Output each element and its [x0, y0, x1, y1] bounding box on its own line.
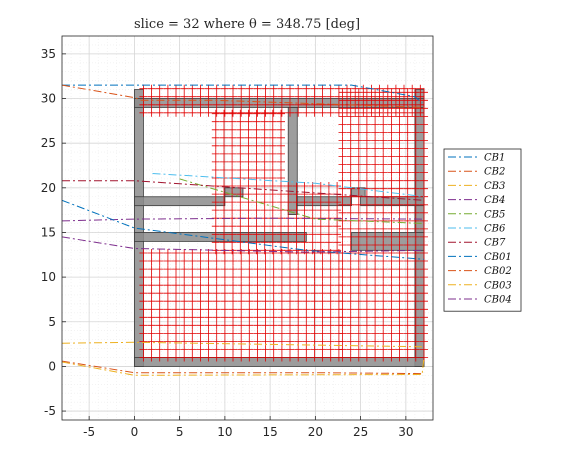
- legend-label: CB6: [484, 224, 506, 235]
- y-tick-label: 20: [41, 181, 56, 195]
- legend-label: CB2: [484, 167, 505, 178]
- wall-segment: [296, 196, 352, 207]
- x-tick-label: 20: [308, 425, 323, 439]
- series-line-cb6: [152, 173, 425, 198]
- x-tick-label: 5: [176, 425, 184, 439]
- legend-label: CB03: [484, 280, 512, 291]
- series-line-cb4: [62, 217, 425, 222]
- x-tick-label: 0: [131, 425, 139, 439]
- x-tick-label: 15: [262, 425, 277, 439]
- wall-segment: [133, 232, 307, 242]
- x-axis: -5 0 5 10 15 20 25 30: [83, 416, 413, 439]
- y-tick-label: 5: [48, 315, 56, 329]
- y-tick-label: 25: [41, 136, 56, 150]
- x-tick-label: -5: [83, 425, 95, 439]
- series-line-cb04: [62, 236, 425, 253]
- legend-label: CB1: [484, 153, 505, 164]
- x-tick-label: 25: [353, 425, 368, 439]
- wall-segment: [414, 89, 425, 367]
- y-tick-label: 15: [41, 225, 56, 239]
- y-tick-label: -5: [44, 404, 56, 418]
- wall-segment: [351, 232, 425, 251]
- series-line-cb5: [179, 178, 425, 224]
- wall-segment: [133, 196, 226, 207]
- x-tick-label: 10: [217, 425, 232, 439]
- y-tick-label: 30: [41, 92, 56, 106]
- series-line-cb1: [62, 84, 423, 104]
- series-layer: [62, 84, 425, 376]
- grid-mark-region: [139, 249, 343, 362]
- plot-frame: [61, 35, 434, 421]
- legend-label: CB3: [484, 181, 505, 192]
- series-line-cb01: [62, 199, 425, 260]
- grid-marks-layer: [139, 84, 428, 362]
- walls-layer: [133, 89, 425, 367]
- legend-label: CB7: [484, 238, 506, 249]
- legend-box: [443, 148, 522, 312]
- grid-mark-region: [139, 84, 425, 117]
- y-tick-label: 0: [48, 359, 56, 373]
- chart-title: slice = 32 where θ = 348.75 [deg]: [134, 17, 360, 32]
- y-axis: -5 0 5 10 15 20 25 30 35: [41, 47, 66, 418]
- y-tick-label: 35: [41, 47, 56, 61]
- legend-label: CB01: [484, 252, 512, 263]
- series-line-cb03: [62, 357, 425, 376]
- legend-label: CB04: [484, 295, 512, 306]
- grid-mark-region: [284, 182, 342, 255]
- legend-label: CB02: [484, 266, 512, 277]
- wall-segment: [287, 107, 298, 216]
- legend-label: CB4: [484, 195, 505, 206]
- series-line-cb2: [62, 84, 425, 108]
- wall-segment: [360, 196, 425, 207]
- legend: CB1 CB2 CB3 CB4 CB5 CB6 CB7 CB01 CB02 CB03 CB04: [443, 148, 522, 312]
- legend-label: CB5: [484, 209, 505, 220]
- series-line-cb02: [62, 360, 425, 375]
- y-tick-label: 10: [41, 270, 56, 284]
- x-tick-label: 30: [398, 425, 413, 439]
- wall-segment: [133, 357, 425, 367]
- wall-segment: [133, 89, 144, 367]
